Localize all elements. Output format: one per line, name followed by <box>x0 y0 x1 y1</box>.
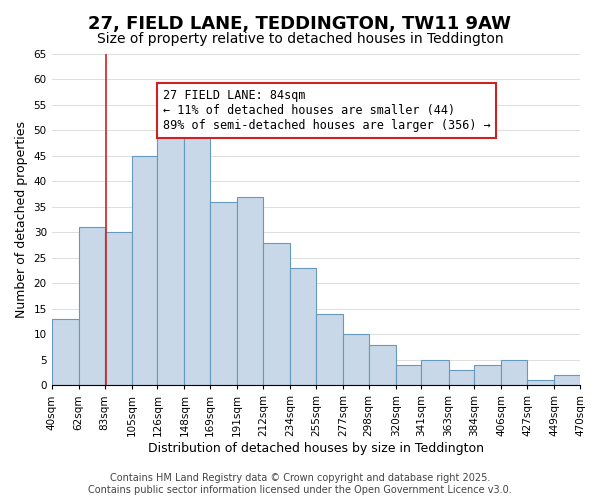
Bar <box>421 360 449 386</box>
Bar <box>157 130 184 386</box>
Bar <box>52 319 79 386</box>
Y-axis label: Number of detached properties: Number of detached properties <box>15 121 28 318</box>
Bar <box>475 365 502 386</box>
Bar <box>79 228 104 386</box>
Bar <box>210 202 237 386</box>
Text: Contains HM Land Registry data © Crown copyright and database right 2025.
Contai: Contains HM Land Registry data © Crown c… <box>88 474 512 495</box>
Bar <box>290 268 316 386</box>
Bar <box>263 242 290 386</box>
Bar <box>527 380 554 386</box>
Bar <box>184 110 210 386</box>
Text: 27, FIELD LANE, TEDDINGTON, TW11 9AW: 27, FIELD LANE, TEDDINGTON, TW11 9AW <box>89 15 511 33</box>
Text: 27 FIELD LANE: 84sqm
← 11% of detached houses are smaller (44)
89% of semi-detac: 27 FIELD LANE: 84sqm ← 11% of detached h… <box>163 89 490 132</box>
Bar <box>343 334 368 386</box>
Bar <box>237 196 263 386</box>
Bar <box>502 360 527 386</box>
Bar <box>395 365 421 386</box>
Bar <box>449 370 475 386</box>
Bar <box>554 375 580 386</box>
Bar <box>104 232 131 386</box>
Bar <box>316 314 343 386</box>
Text: Size of property relative to detached houses in Teddington: Size of property relative to detached ho… <box>97 32 503 46</box>
Bar <box>368 344 395 386</box>
X-axis label: Distribution of detached houses by size in Teddington: Distribution of detached houses by size … <box>148 442 484 455</box>
Bar <box>131 156 157 386</box>
